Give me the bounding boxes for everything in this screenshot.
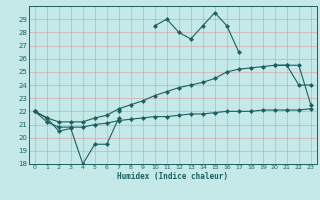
X-axis label: Humidex (Indice chaleur): Humidex (Indice chaleur) <box>117 172 228 181</box>
